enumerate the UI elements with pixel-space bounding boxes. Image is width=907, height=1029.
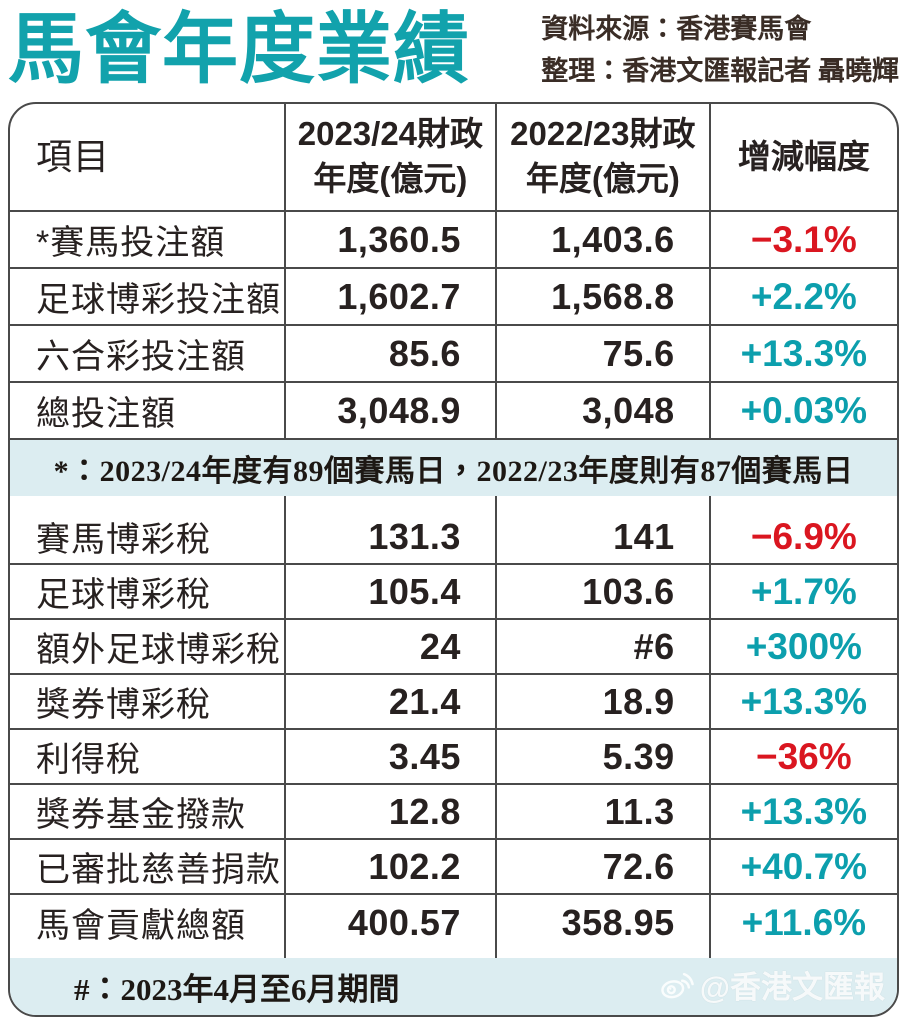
value-fy2024: 3.45 — [286, 730, 497, 783]
table-row: *賽馬投注額 1,360.5 1,403.6 −3.1% — [10, 212, 897, 269]
header-fy2023: 2022/23財政 年度(億元) — [497, 104, 711, 210]
row-label: 額外足球博彩稅 — [10, 620, 286, 673]
table-row: 已審批慈善捐款 102.2 72.6 +40.7% — [10, 840, 897, 895]
table-row: 足球博彩投注額 1,602.7 1,568.8 +2.2% — [10, 269, 897, 326]
change-value: +13.3% — [740, 680, 868, 722]
value-fy2024: 105.4 — [286, 565, 497, 618]
row-label: 足球博彩投注額 — [10, 269, 286, 324]
row-label: 已審批慈善捐款 — [10, 840, 286, 893]
masthead: 馬會年度業績 資料來源：香港賽馬會 整理：香港文匯報記者 聶曉輝 — [8, 0, 899, 102]
credit-editor: 整理：香港文匯報記者 聶曉輝 — [541, 56, 899, 86]
change-value: −3.1% — [750, 218, 857, 260]
table-row: 馬會貢獻總額 400.57 358.95 +11.6% — [10, 895, 897, 950]
value-fy2023: 75.6 — [497, 326, 711, 381]
value-fy2024: 1,602.7 — [286, 269, 497, 324]
row-label: 利得稅 — [10, 730, 286, 783]
row-label: 六合彩投注額 — [10, 326, 286, 381]
table-row: 獎券基金撥款 12.8 11.3 +13.3% — [10, 785, 897, 840]
table-row: 六合彩投注額 85.6 75.6 +13.3% — [10, 326, 897, 383]
change-value: −36% — [756, 735, 852, 777]
value-fy2023: 1,403.6 — [497, 212, 711, 267]
change-value: +0.03% — [740, 389, 868, 431]
value-fy2024: 21.4 — [286, 675, 497, 728]
value-fy2024: 1,360.5 — [286, 212, 497, 267]
row-label: 賽馬博彩稅 — [10, 510, 286, 563]
table-row: 獎券博彩稅 21.4 18.9 +13.3% — [10, 675, 897, 730]
row-label: 獎券博彩稅 — [10, 675, 286, 728]
value-fy2024: 24 — [286, 620, 497, 673]
watermark-handle: @香港文匯報 — [699, 970, 885, 1005]
value-fy2023: 103.6 — [497, 565, 711, 618]
value-fy2023: #6 — [497, 620, 711, 673]
row-label: 總投注額 — [10, 383, 286, 438]
header-item: 項目 — [10, 104, 286, 210]
change-value: −6.9% — [750, 515, 857, 557]
credits-block: 資料來源：香港賽馬會 整理：香港文匯報記者 聶曉輝 — [541, 8, 899, 92]
change-value: +2.2% — [750, 275, 857, 317]
value-fy2023: 5.39 — [497, 730, 711, 783]
change-value: +40.7% — [740, 845, 868, 887]
value-fy2023: 358.95 — [497, 895, 711, 950]
header-fy2024: 2023/24財政 年度(億元) — [286, 104, 497, 210]
value-fy2023: 1,568.8 — [497, 269, 711, 324]
table-row: 利得稅 3.45 5.39 −36% — [10, 730, 897, 785]
change-value: +13.3% — [740, 790, 868, 832]
value-fy2023: 3,048 — [497, 383, 711, 438]
header-change: 增減幅度 — [737, 137, 870, 175]
spacer-row — [10, 496, 897, 510]
row-label: 馬會貢獻總額 — [10, 895, 286, 950]
value-fy2023: 72.6 — [497, 840, 711, 893]
table-row: 額外足球博彩稅 24 #6 +300% — [10, 620, 897, 675]
value-fy2024: 131.3 — [286, 510, 497, 563]
change-value: +1.7% — [750, 570, 857, 612]
table-header-row: 項目 2023/24財政 年度(億元) 2022/23財政 年度(億元) 增減幅… — [10, 104, 897, 212]
value-fy2023: 18.9 — [497, 675, 711, 728]
value-fy2024: 85.6 — [286, 326, 497, 381]
weibo-icon — [660, 970, 694, 1000]
value-fy2024: 400.57 — [286, 895, 497, 950]
period-note-band: #：2023年4月至6月期間 @香港文匯報 — [10, 958, 897, 1015]
change-value: +13.3% — [740, 332, 868, 374]
change-value: +300% — [745, 625, 862, 667]
row-label: 獎券基金撥款 — [10, 785, 286, 838]
row-label: 足球博彩稅 — [10, 565, 286, 618]
race-days-note: *：2023/24年度有89個賽馬日，2022/23年度則有87個賽馬日 — [10, 440, 897, 496]
credit-source: 資料來源：香港賽馬會 — [541, 14, 812, 44]
value-fy2024: 3,048.9 — [286, 383, 497, 438]
value-fy2023: 11.3 — [497, 785, 711, 838]
page-title: 馬會年度業績 — [8, 6, 470, 93]
period-note: #：2023年4月至6月期間 — [74, 972, 400, 1007]
table-row: 總投注額 3,048.9 3,048 +0.03% — [10, 383, 897, 440]
row-label: *賽馬投注額 — [10, 212, 286, 267]
results-table: 項目 2023/24財政 年度(億元) 2022/23財政 年度(億元) 增減幅… — [8, 102, 899, 1017]
value-fy2024: 12.8 — [286, 785, 497, 838]
spacer-row — [10, 950, 897, 958]
table-row: 足球博彩稅 105.4 103.6 +1.7% — [10, 565, 897, 620]
table-row: 賽馬博彩稅 131.3 141 −6.9% — [10, 510, 897, 565]
change-value: +11.6% — [741, 901, 867, 943]
value-fy2024: 102.2 — [286, 840, 497, 893]
watermark: @香港文匯報 — [660, 962, 885, 1007]
value-fy2023: 141 — [497, 510, 711, 563]
